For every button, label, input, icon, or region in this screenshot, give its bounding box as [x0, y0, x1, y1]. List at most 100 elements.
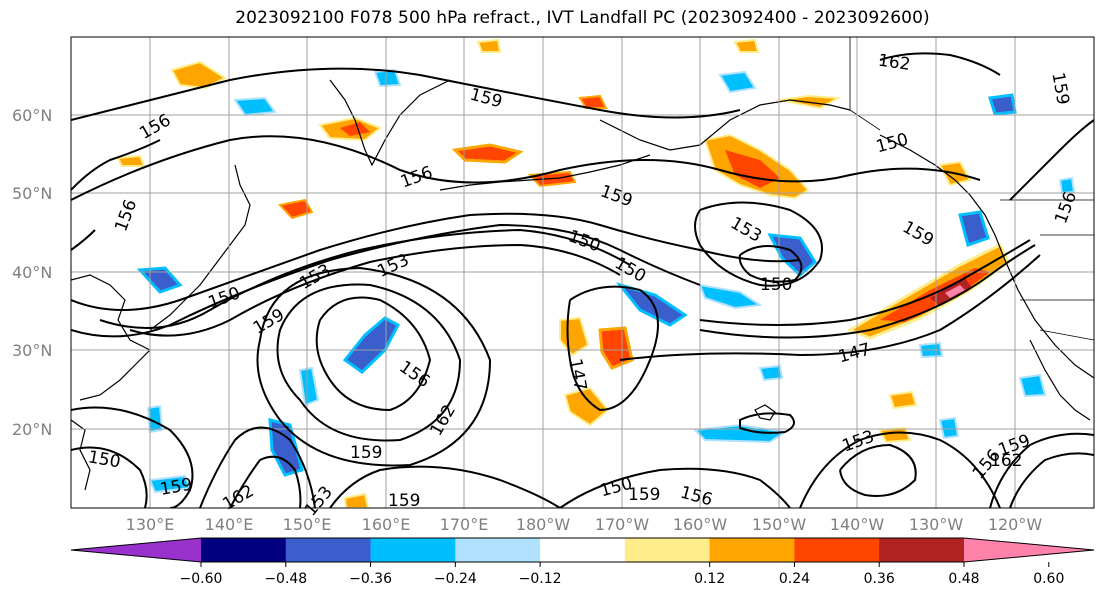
contour-line: [71, 212, 801, 311]
colorbar-segment: [201, 538, 287, 562]
contour-line: [799, 431, 1001, 508]
contour-line: [1009, 452, 1094, 508]
lon-label: 170°E: [440, 515, 489, 534]
positive-patch: [340, 122, 370, 136]
contour-line: [71, 229, 96, 251]
colorbar-right-arrow: [964, 538, 1094, 562]
contour-line: [229, 455, 302, 508]
contour-label: 150: [760, 275, 792, 295]
coastline-alaska: [599, 99, 851, 151]
contour-line: [329, 465, 561, 508]
positive-patch: [878, 426, 912, 444]
positive-patch: [278, 198, 314, 220]
contour-line: [1009, 119, 1094, 201]
contour-label: 159: [628, 485, 660, 505]
lon-label: 130°E: [126, 515, 175, 534]
negative-patch: [938, 416, 960, 440]
colorbar-segment: [879, 538, 965, 562]
positive-patch: [578, 94, 608, 109]
contour-line: [989, 432, 1094, 508]
positive-patch: [725, 150, 780, 188]
contour-line: [71, 67, 741, 121]
colorbar-segment: [455, 538, 541, 562]
lon-label: 150°W: [752, 515, 807, 534]
lon-label: 130°W: [909, 515, 964, 534]
colorbar-tick-label: −0.24: [434, 571, 477, 587]
coastlines: [71, 79, 1094, 491]
map-title: 2023092100 F078 500 hPa refract., IVT La…: [235, 8, 930, 28]
lon-axis: 130°E 140°E 150°E 160°E 170°E 180°W 170°…: [126, 515, 1043, 534]
border-mexico: [1039, 329, 1094, 341]
negative-patch: [718, 70, 757, 94]
map-content: [71, 37, 1094, 508]
positive-patch: [451, 143, 524, 164]
colorbar-tick-label: 0.12: [694, 571, 725, 587]
lon-label: 140°E: [205, 515, 254, 534]
gridlines: [71, 37, 1094, 508]
colorbar-tick-label: 0.48: [948, 571, 979, 587]
map-frame: [70, 36, 1095, 509]
lat-label: 50°N: [12, 184, 52, 203]
lat-axis: 60°N 50°N 40°N 30°N 20°N: [12, 106, 52, 439]
coastline-philippines: [71, 419, 91, 491]
negative-patch: [1058, 176, 1076, 195]
negative-patch: [767, 233, 817, 278]
height-contours: [71, 52, 1094, 508]
colorbar-tick-label: −0.12: [519, 571, 562, 587]
coastline-kamchatka: [329, 79, 451, 167]
contour-line: [839, 443, 917, 497]
colorbar-tick-label: −0.60: [180, 571, 223, 587]
coastline-nwamerica: [879, 134, 1094, 379]
contour-line: [739, 412, 795, 434]
contour-line: [99, 228, 631, 329]
lat-label: 30°N: [12, 341, 52, 360]
contour-line: [315, 296, 432, 412]
positive-patch: [945, 285, 965, 298]
border-canada-alaska: [849, 37, 881, 131]
contour-label: 159: [350, 443, 382, 463]
colorbar-tick-label: 0.36: [864, 571, 895, 587]
coastline-baja: [1029, 339, 1091, 421]
lat-label: 60°N: [12, 106, 52, 125]
colorbar-segment: [370, 538, 456, 562]
coastline-asia: [71, 274, 152, 401]
contour-label: 162: [990, 451, 1022, 471]
contour-line: [699, 244, 1036, 339]
contour-label: 162: [877, 51, 912, 75]
lat-label: 20°N: [12, 420, 52, 439]
colorbar-segment: [709, 538, 795, 562]
coastline-japan: [149, 164, 251, 331]
contour-line: [71, 139, 161, 191]
lon-label: 160°W: [673, 515, 728, 534]
negative-patch: [233, 96, 277, 117]
negative-patch: [988, 93, 1017, 116]
colorbar-segment: [794, 538, 880, 562]
contour-line: [256, 266, 492, 467]
colorbar-tick-label: 0.60: [1033, 571, 1064, 587]
lon-label: 160°E: [362, 515, 411, 534]
negative-patch: [298, 366, 320, 407]
colorbar-left-arrow: [71, 538, 201, 562]
lat-label: 40°N: [12, 263, 52, 282]
negative-patch: [146, 404, 164, 434]
contour-line: [199, 426, 316, 508]
coastline-aleutians: [439, 154, 651, 191]
colorbar-segment: [540, 538, 626, 562]
positive-patch: [733, 38, 760, 53]
lon-label: 170°W: [595, 515, 650, 534]
positive-patch: [888, 390, 918, 410]
negative-patch: [342, 316, 401, 374]
positive-patch: [476, 38, 502, 53]
lon-label: 120°W: [988, 515, 1043, 534]
colorbar-tick-label: −0.36: [349, 571, 392, 587]
contour-label: 159: [388, 491, 420, 511]
negative-patch: [268, 418, 304, 477]
contour-line: [71, 406, 194, 508]
negative-patch: [615, 282, 688, 327]
positive-patch: [343, 492, 370, 508]
contour-line: [71, 446, 148, 508]
contour-line: [879, 52, 1001, 76]
contour-line: [619, 254, 1041, 361]
colorbar-tick-label: 0.24: [779, 571, 810, 587]
